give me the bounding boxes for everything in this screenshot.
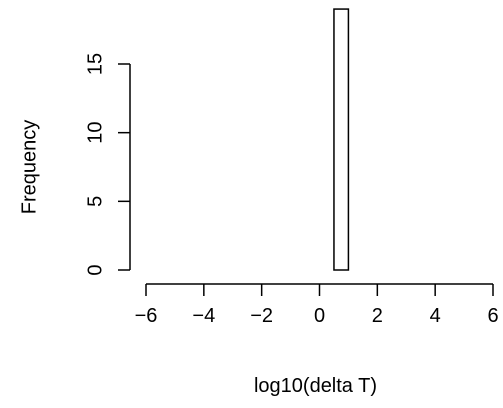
y-axis-title: Frequency [18, 120, 40, 215]
x-axis: −6 −4 −2 0 2 4 6 [135, 283, 499, 327]
histogram-bars [333, 8, 350, 271]
x-tick-label: 2 [372, 305, 383, 327]
x-tick-label: 0 [314, 305, 325, 327]
x-axis-title: log10(delta T) [254, 375, 377, 397]
y-tick-label: 15 [84, 53, 106, 75]
x-tick-label: 4 [430, 305, 441, 327]
histogram-bar [333, 8, 350, 271]
x-tick-label: −4 [192, 305, 215, 327]
x-tick-label: −2 [250, 305, 273, 327]
y-tick-label: 10 [84, 122, 106, 144]
x-tick-label: −6 [135, 305, 158, 327]
y-tick-label: 0 [84, 264, 106, 275]
y-tick-label: 5 [84, 196, 106, 207]
x-tick-label: 6 [487, 305, 498, 327]
y-axis: 0 5 10 15 [84, 53, 131, 276]
